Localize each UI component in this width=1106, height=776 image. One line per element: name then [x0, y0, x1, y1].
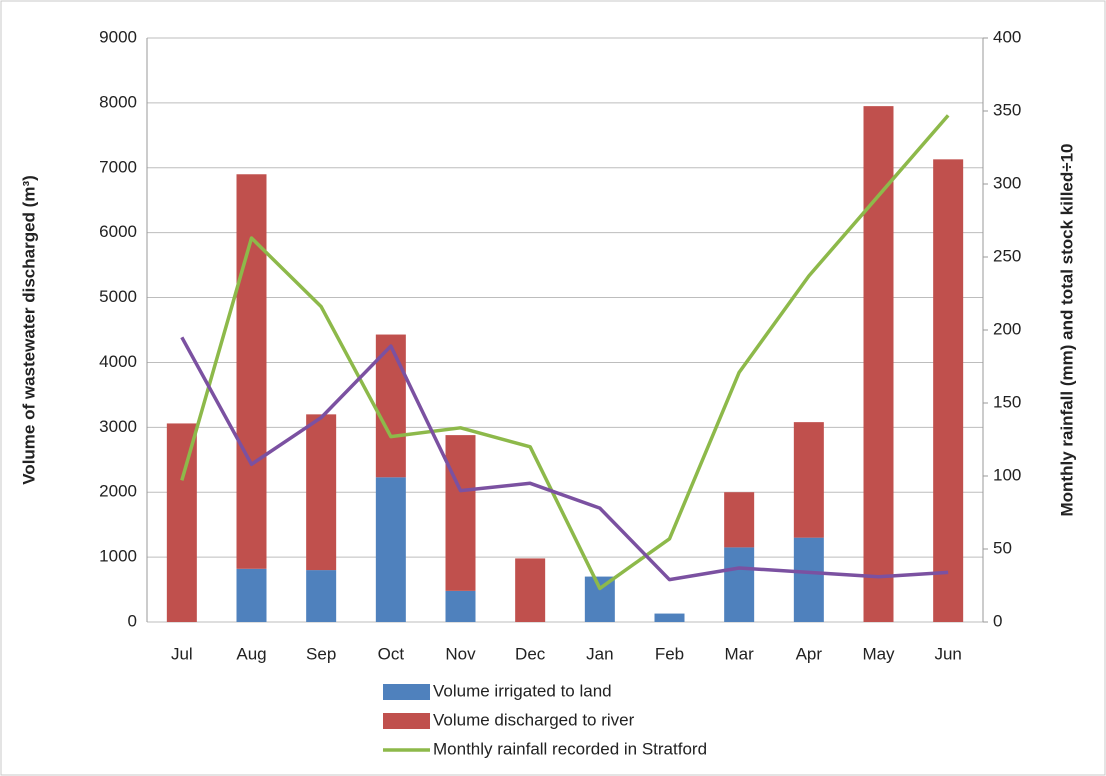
- x-tick-label: May: [862, 644, 895, 663]
- bar: [515, 558, 546, 622]
- y2-tick-label: 0: [993, 611, 1002, 630]
- y-tick-label: 2000: [99, 482, 137, 501]
- y2-tick-label: 200: [993, 319, 1021, 338]
- bar: [654, 613, 685, 622]
- x-tick-label: Jan: [586, 644, 613, 663]
- bar: [166, 423, 197, 622]
- legend-swatch: [383, 684, 430, 700]
- y2-tick-label: 150: [993, 392, 1021, 411]
- y-tick-label: 8000: [99, 92, 137, 111]
- bar: [306, 414, 337, 571]
- x-tick-label: Jun: [934, 644, 961, 663]
- legend-label: Monthly rainfall recorded in Stratford: [433, 739, 707, 758]
- y2-axis-title: Monthly rainfall (mm) and total stock ki…: [1057, 143, 1076, 516]
- x-tick-label: Dec: [515, 644, 546, 663]
- x-tick-label: Feb: [655, 644, 684, 663]
- y-axis-title: Volume of wastewater discharged (m³): [19, 175, 38, 485]
- y-tick-label: 0: [128, 611, 137, 630]
- bar: [793, 537, 824, 622]
- y-tick-label: 3000: [99, 417, 137, 436]
- x-tick-label: Apr: [796, 644, 823, 663]
- bar: [445, 435, 476, 591]
- y2-tick-label: 50: [993, 538, 1012, 557]
- legend-swatch: [383, 713, 430, 729]
- y-tick-label: 1000: [99, 547, 137, 566]
- y-tick-label: 9000: [99, 27, 137, 46]
- y2-tick-label: 400: [993, 27, 1021, 46]
- x-tick-label: Aug: [236, 644, 266, 663]
- x-tick-label: Nov: [445, 644, 476, 663]
- bar: [793, 422, 824, 538]
- y-tick-label: 7000: [99, 157, 137, 176]
- bar: [584, 576, 615, 622]
- y2-tick-label: 300: [993, 173, 1021, 192]
- bar: [236, 568, 267, 622]
- bar: [306, 570, 337, 622]
- y2-tick-label: 250: [993, 246, 1021, 265]
- x-tick-label: Mar: [725, 644, 755, 663]
- bar: [933, 159, 964, 622]
- line: [180, 114, 950, 591]
- bar: [445, 590, 476, 622]
- bar: [724, 492, 755, 548]
- line: [180, 336, 949, 582]
- bar: [236, 174, 267, 569]
- bar: [375, 477, 406, 622]
- y-tick-label: 4000: [99, 352, 137, 371]
- y-tick-label: 5000: [99, 287, 137, 306]
- y2-tick-label: 350: [993, 100, 1021, 119]
- x-tick-label: Jul: [171, 644, 193, 663]
- y-tick-label: 6000: [99, 222, 137, 241]
- bar: [863, 106, 894, 623]
- x-tick-label: Sep: [306, 644, 336, 663]
- legend-label: Volume discharged to river: [433, 710, 635, 729]
- y2-tick-label: 100: [993, 465, 1021, 484]
- bar: [724, 547, 755, 622]
- x-tick-label: Oct: [378, 644, 405, 663]
- legend-label: Volume irrigated to land: [433, 681, 612, 700]
